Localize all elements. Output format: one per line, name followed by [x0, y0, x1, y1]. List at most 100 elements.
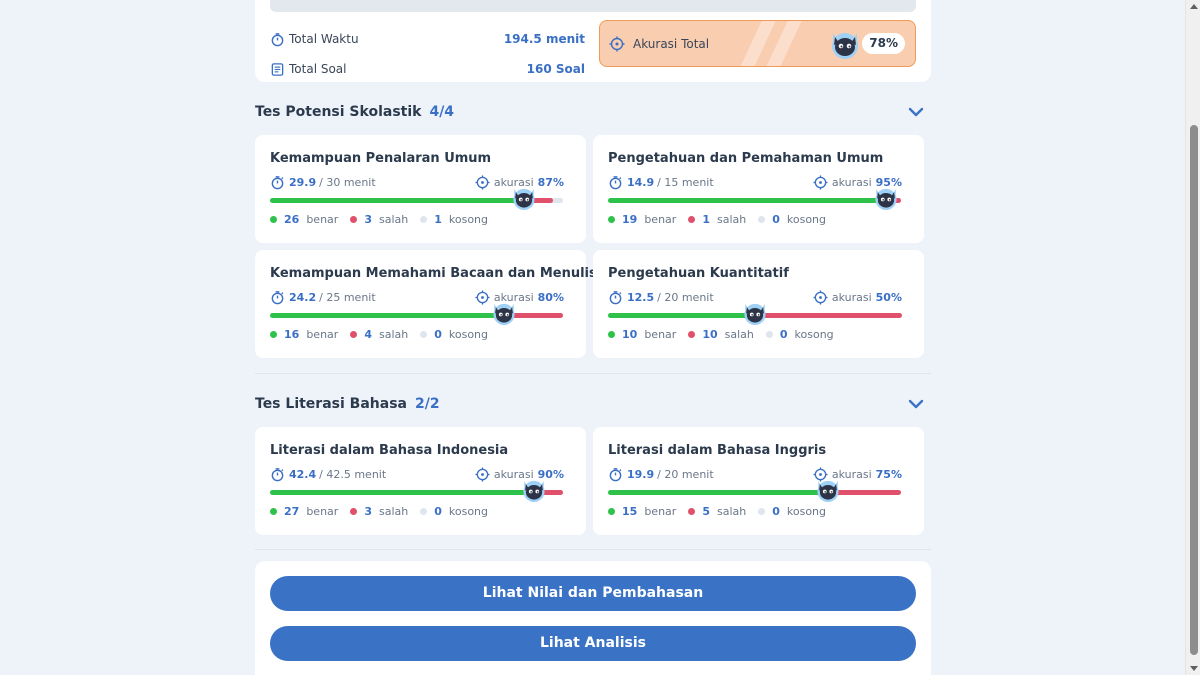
empty-label: kosong	[786, 505, 826, 518]
total-accuracy-label: Akurasi Total	[633, 36, 710, 51]
view-scores-button[interactable]: Lihat Nilai dan Pembahasan	[270, 576, 916, 611]
wrong-count: 4	[364, 328, 372, 341]
subtest-card[interactable]: Kemampuan Memahami Bacaan dan Menulis 24…	[255, 250, 597, 358]
subtest-title: Pengetahuan Kuantitatif	[608, 266, 789, 281]
section-divider	[255, 373, 931, 374]
target-icon	[813, 467, 828, 482]
wrong-label: salah	[378, 328, 409, 341]
score-progress-bar	[608, 303, 902, 325]
accuracy-value: 50%	[875, 291, 902, 304]
wrong-label: salah	[716, 505, 747, 518]
time-total: / 15 menit	[657, 176, 714, 189]
correct-dot	[270, 331, 277, 338]
correct-segment	[608, 198, 886, 203]
stopwatch-icon	[270, 290, 285, 305]
subtest-card[interactable]: Kemampuan Penalaran Umum 29.9 / 30 menit…	[255, 135, 586, 243]
score-progress-bar	[270, 480, 563, 502]
cat-mascot-icon	[814, 476, 842, 506]
time-used: 24.2	[289, 291, 317, 304]
wrong-segment	[755, 313, 902, 318]
answer-stats: 27 benar 3 salah 0 kosong	[270, 505, 500, 518]
target-icon	[813, 290, 828, 305]
subtest-title: Literasi dalam Bahasa Inggris	[608, 443, 827, 458]
chevron-down-icon[interactable]	[907, 103, 925, 121]
answer-stats: 26 benar 3 salah 1 kosong	[270, 213, 500, 226]
empty-count: 0	[779, 328, 788, 341]
time-total: / 20 menit	[657, 468, 714, 481]
subtest-accuracy: akurasi 87%	[475, 175, 564, 190]
view-analysis-button[interactable]: Lihat Analisis	[270, 626, 916, 661]
chevron-down-icon[interactable]	[907, 395, 925, 413]
correct-dot	[608, 508, 615, 515]
answer-stats: 16 benar 4 salah 0 kosong	[270, 328, 500, 341]
score-progress-bar	[608, 480, 901, 502]
section-title: Tes Potensi Skolastik	[255, 104, 422, 120]
total-questions-row: Total Soal 160 Soal	[270, 58, 585, 80]
accuracy-label: akurasi	[831, 468, 872, 481]
correct-dot	[608, 216, 615, 223]
subtest-title: Kemampuan Memahami Bacaan dan Menulis	[270, 266, 597, 281]
answer-stats: 19 benar 1 salah 0 kosong	[608, 213, 838, 226]
empty-dot	[758, 216, 766, 223]
accuracy-value: 90%	[537, 468, 564, 481]
subtest-time: 12.5 / 20 menit	[608, 290, 714, 305]
subtest-time: 29.9 / 30 menit	[270, 175, 376, 190]
subtest-accuracy: akurasi 80%	[475, 290, 564, 305]
correct-segment	[270, 490, 534, 495]
wrong-dot	[350, 508, 358, 515]
subtest-card[interactable]: Pengetahuan dan Pemahaman Umum 14.9 / 15…	[593, 135, 924, 243]
wrong-dot	[350, 216, 358, 223]
answer-stats: 15 benar 5 salah 0 kosong	[608, 505, 838, 518]
subtest-card[interactable]: Literasi dalam Bahasa Inggris 19.9 / 20 …	[593, 427, 924, 535]
correct-dot	[270, 216, 277, 223]
empty-count: 0	[434, 328, 442, 341]
total-accuracy-value: 78%	[862, 33, 905, 54]
subtest-card[interactable]: Pengetahuan Kuantitatif 12.5 / 20 menit …	[593, 250, 924, 358]
correct-label: benar	[306, 505, 339, 518]
empty-label: kosong	[448, 213, 488, 226]
time-total: / 25 menit	[319, 291, 376, 304]
empty-label: kosong	[786, 213, 826, 226]
wrong-dot	[350, 331, 358, 338]
section-header-tps[interactable]: Tes Potensi Skolastik 4/4	[255, 100, 931, 124]
correct-count: 27	[284, 505, 300, 518]
subtest-card[interactable]: Literasi dalam Bahasa Indonesia 42.4 / 4…	[255, 427, 586, 535]
time-used: 12.5	[627, 291, 655, 304]
empty-label: kosong	[794, 328, 834, 341]
correct-dot	[608, 331, 615, 338]
subtest-time: 42.4 / 42.5 menit	[270, 467, 386, 482]
target-icon	[813, 175, 828, 190]
section-title: Tes Literasi Bahasa	[255, 396, 407, 412]
section-header-literasi[interactable]: Tes Literasi Bahasa 2/2	[255, 392, 931, 416]
time-used: 19.9	[627, 468, 655, 481]
scroll-up-arrow-icon[interactable]	[1190, 4, 1198, 9]
subtest-accuracy: akurasi 90%	[475, 467, 564, 482]
accuracy-label: akurasi	[493, 468, 534, 481]
time-total: / 42.5 menit	[319, 468, 387, 481]
score-progress-bar	[608, 188, 901, 210]
empty-count: 0	[772, 213, 780, 226]
empty-label: kosong	[448, 505, 488, 518]
document-list-icon	[270, 62, 285, 77]
wrong-count: 5	[702, 505, 710, 518]
vertical-scrollbar[interactable]	[1185, 0, 1200, 675]
wrong-segment	[534, 490, 563, 495]
accuracy-label: akurasi	[831, 176, 872, 189]
stopwatch-icon	[608, 467, 623, 482]
correct-label: benar	[644, 505, 677, 518]
section-count: 2/2	[414, 396, 440, 412]
correct-segment	[608, 313, 755, 318]
correct-label: benar	[644, 328, 677, 341]
action-panel: Lihat Nilai dan Pembahasan Lihat Analisi…	[255, 561, 931, 675]
accuracy-value: 75%	[875, 468, 902, 481]
scrollbar-thumb[interactable]	[1190, 125, 1198, 655]
correct-count: 19	[622, 213, 638, 226]
cat-mascot-icon	[741, 299, 769, 329]
correct-count: 10	[622, 328, 638, 341]
time-used: 42.4	[289, 468, 317, 481]
accuracy-label: akurasi	[493, 291, 534, 304]
score-progress-bar	[270, 303, 563, 325]
wrong-dot	[688, 331, 696, 338]
wrong-count: 3	[364, 213, 372, 226]
scroll-down-arrow-icon[interactable]	[1190, 666, 1198, 671]
